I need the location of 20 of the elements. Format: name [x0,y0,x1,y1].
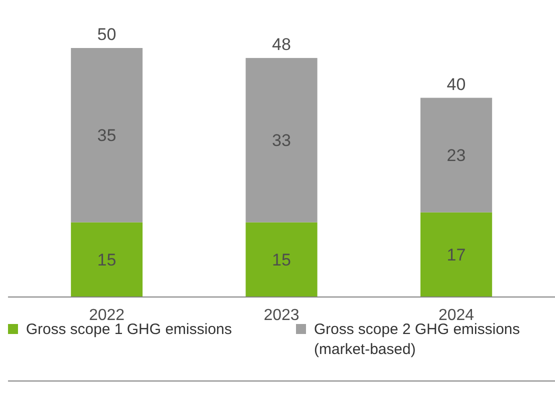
legend-label: Gross scope 1 GHG emissions [26,321,232,338]
total-label: 40 [446,74,466,94]
data-label: 17 [446,246,466,265]
legend-label: Gross scope 2 GHG emissions (market-based) [314,321,520,358]
bar [246,58,318,222]
x-tick-label: 2023 [264,307,300,324]
total-label: 48 [272,34,291,54]
x-tick-label: 2024 [438,307,474,324]
data-label: 15 [272,250,291,270]
data-label: 15 [97,250,116,270]
bar [420,98,492,212]
bar [246,222,318,297]
total-label: 50 [97,25,116,44]
data-label: 23 [446,146,466,166]
data-label: 35 [97,126,116,146]
x-tick-label: 2022 [88,307,125,324]
data-label: 33 [272,131,291,150]
bar [70,222,143,297]
bar [420,212,492,297]
bar [70,48,143,222]
